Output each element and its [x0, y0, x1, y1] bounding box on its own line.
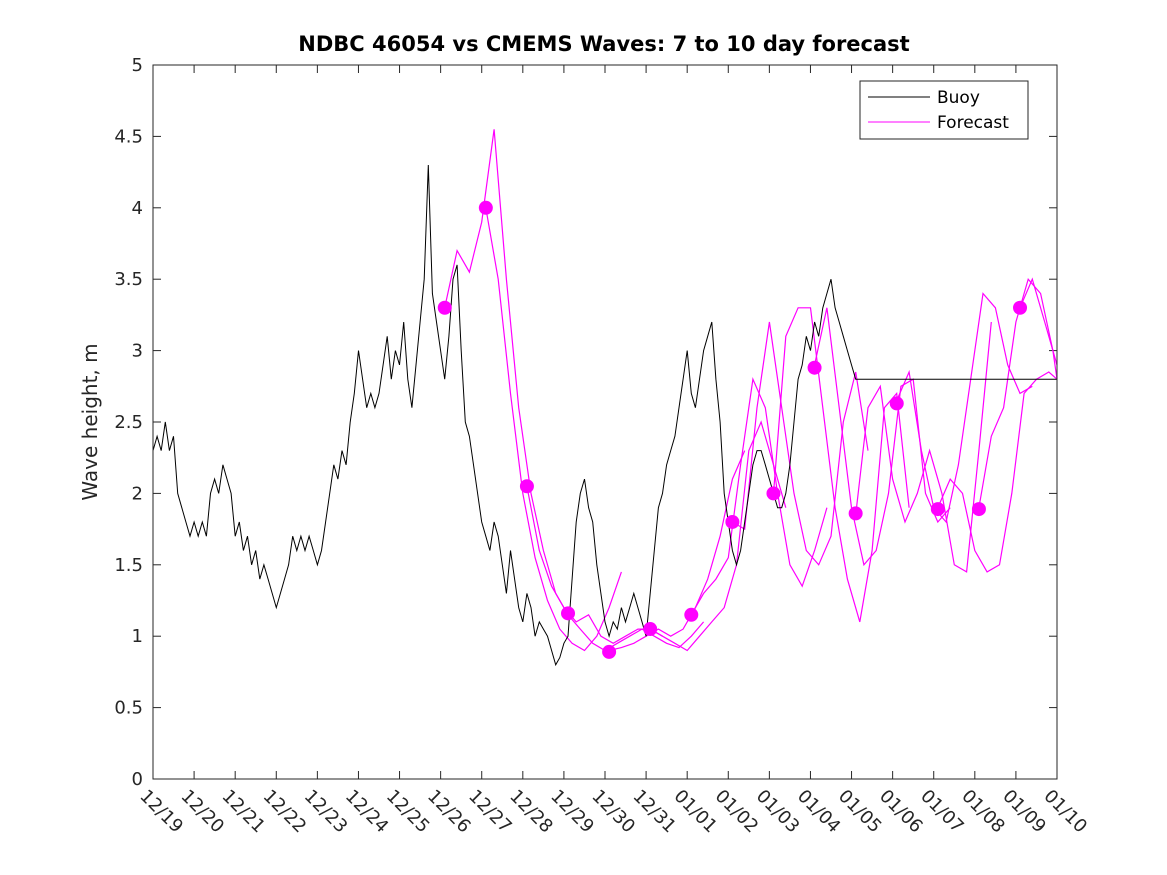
forecast-line [978, 277, 1058, 508]
forecast-line [526, 486, 663, 644]
forecast-line [732, 321, 869, 566]
y-tick-label: 1 [132, 626, 143, 647]
legend-box [859, 80, 1029, 140]
forecast-marker [684, 607, 699, 622]
y-tick-label: 4.5 [114, 126, 143, 147]
y-axis: 0 0.5 1 1.5 2 2.5 3 3.5 4 4.5 5 [114, 55, 1057, 790]
forecast-line [1019, 277, 1058, 366]
y-tick-label: 3.5 [114, 269, 143, 290]
y-tick-label: 1.5 [114, 555, 143, 576]
forecast-line [649, 420, 787, 652]
y-tick-label: 0 [132, 769, 143, 790]
legend: Buoy Forecast [859, 80, 1029, 140]
forecast-marker [766, 486, 781, 501]
forecast-line [937, 371, 1058, 573]
forecast-line [444, 129, 569, 616]
forecast-line [772, 307, 910, 623]
forecast-line [896, 292, 1033, 524]
forecast-marker [930, 502, 945, 517]
forecast-marker [519, 479, 534, 494]
forecast-marker [971, 502, 986, 517]
y-tick-label: 2.5 [114, 412, 143, 433]
y-axis-label: Wave height, m [78, 343, 102, 500]
buoy-line [152, 164, 1057, 667]
forecast-marker [561, 606, 576, 621]
plot-frame [152, 64, 1058, 780]
forecast-line [608, 450, 746, 652]
forecast-marker [602, 644, 617, 659]
legend-buoy-label: Buoy [937, 88, 980, 108]
y-tick-label: 2 [132, 483, 143, 504]
forecast-marker [725, 514, 740, 529]
chart-title: NDBC 46054 vs CMEMS Waves: 7 to 10 day f… [298, 32, 909, 56]
y-tick-label: 5 [132, 55, 143, 76]
forecast-markers [437, 200, 1028, 659]
y-tick-label: 0.5 [114, 698, 143, 719]
forecast-line [855, 321, 992, 573]
forecast-marker [437, 300, 452, 315]
legend-forecast-label: Forecast [937, 113, 1009, 133]
forecast-marker [1013, 300, 1028, 315]
forecast-marker [478, 200, 493, 215]
forecast-line [814, 307, 951, 567]
plot-area [153, 65, 1057, 779]
forecast-marker [889, 396, 904, 411]
forecast-marker [807, 360, 822, 375]
y-tick-label: 4 [132, 198, 143, 219]
y-tick-label: 3 [132, 341, 143, 362]
series-layer [152, 129, 1058, 667]
forecast-marker [643, 622, 658, 637]
forecast-marker [848, 506, 863, 521]
forecast-line [567, 614, 705, 652]
